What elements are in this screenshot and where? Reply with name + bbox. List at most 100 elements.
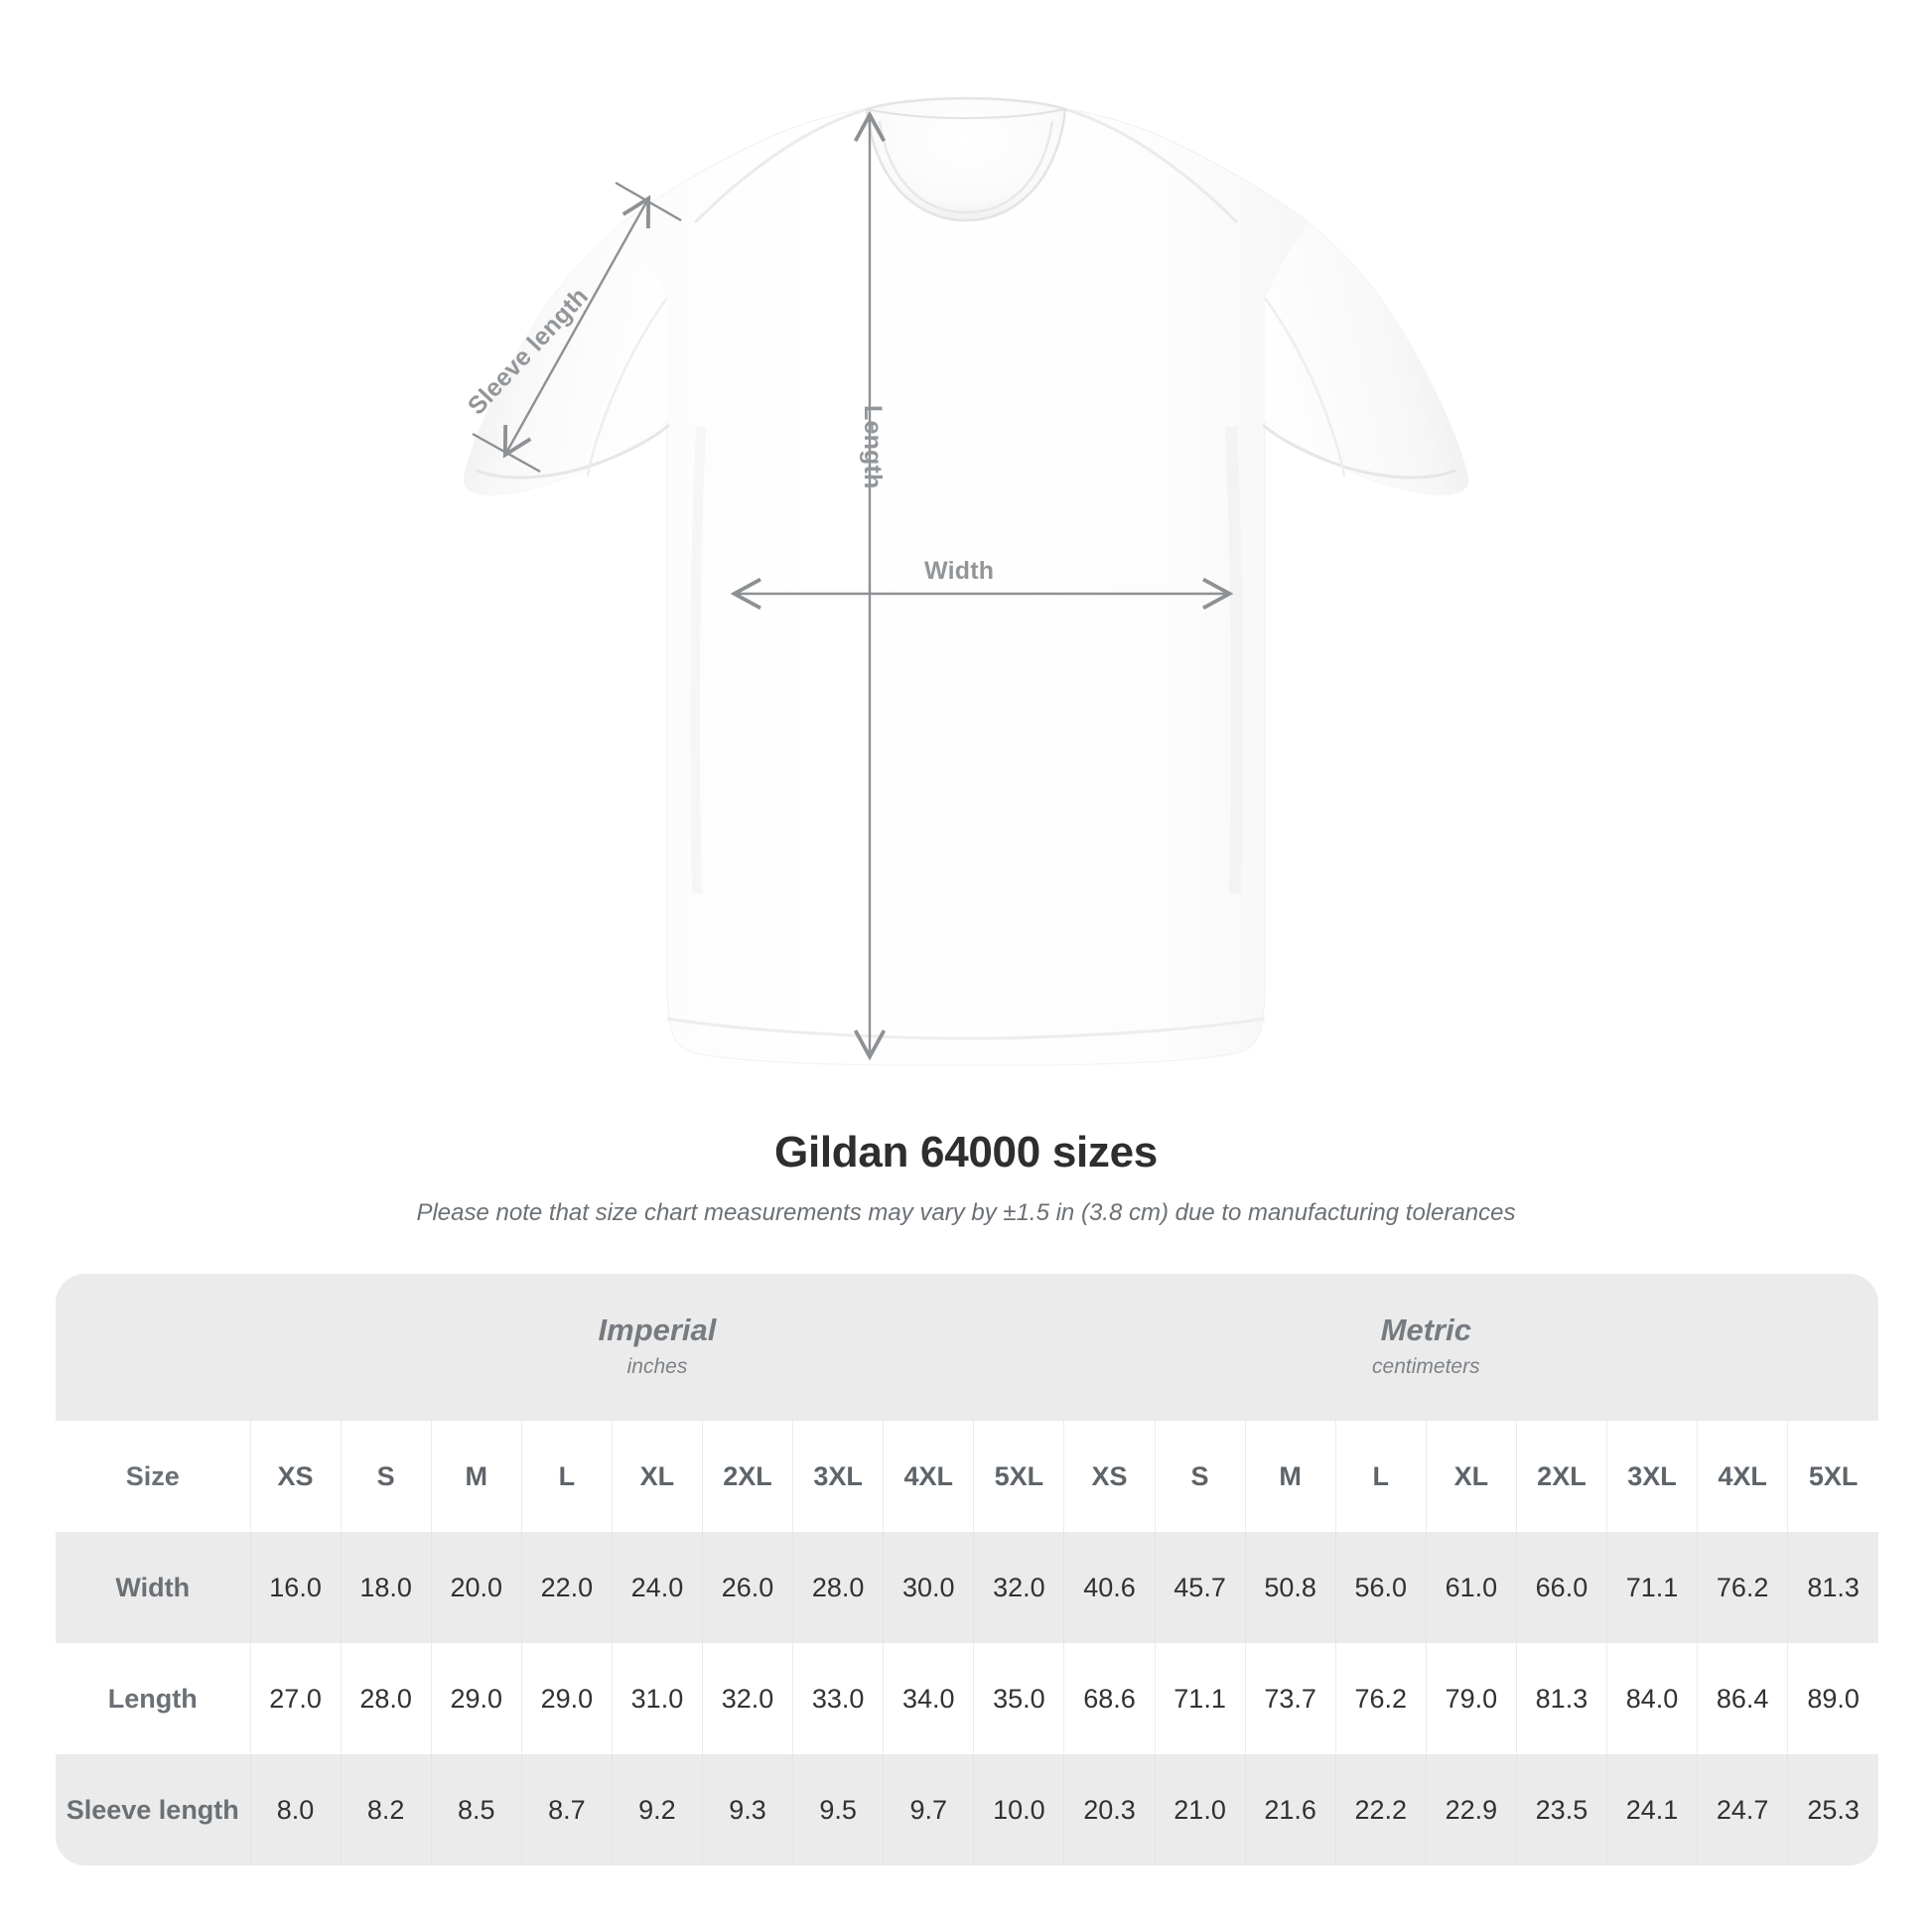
size-header-cell: 4XL: [1697, 1421, 1788, 1532]
sleeve-measure-line: [502, 195, 651, 459]
size-header-cell: 2XL: [1515, 1421, 1607, 1532]
collar: [865, 96, 1067, 222]
size-table: Imperial inches Metric centimeters Size …: [56, 1274, 1878, 1865]
cell-value: 50.8: [1244, 1532, 1336, 1643]
cell-value: 9.3: [701, 1754, 793, 1865]
cell-value: 24.0: [611, 1532, 703, 1643]
cell-value: 73.7: [1244, 1643, 1336, 1754]
cell-value: 29.0: [520, 1643, 613, 1754]
chart-heading: Gildan 64000 sizes Please note that size…: [0, 1128, 1932, 1227]
cell-value: 32.0: [973, 1532, 1064, 1643]
unit-group-imperial: Imperial inches: [250, 1274, 1064, 1421]
cell-value: 8.2: [340, 1754, 432, 1865]
size-header-cell: XL: [611, 1421, 703, 1532]
cell-value: 29.0: [430, 1643, 522, 1754]
cell-value: 31.0: [611, 1643, 703, 1754]
cell-value: 79.0: [1425, 1643, 1517, 1754]
cell-value: 22.9: [1425, 1754, 1517, 1865]
size-header-cell: XS: [1063, 1421, 1156, 1532]
size-header-cell: 4XL: [883, 1421, 974, 1532]
cell-value: 24.1: [1605, 1754, 1698, 1865]
cell-value: 27.0: [249, 1643, 342, 1754]
cell-value: 8.0: [249, 1754, 342, 1865]
tshirt-illustration: [464, 96, 1468, 1066]
size-header-cell: M: [1244, 1421, 1336, 1532]
size-row-label: Size: [56, 1421, 251, 1532]
size-header-cell: 2XL: [701, 1421, 793, 1532]
hem-seam: [666, 1017, 1266, 1040]
cell-value: 68.6: [1063, 1643, 1156, 1754]
cell-value: 40.6: [1063, 1532, 1156, 1643]
cell-value: 26.0: [701, 1532, 793, 1643]
unit-group-spacer-right: [1787, 1274, 1878, 1421]
cell-value: 21.0: [1154, 1754, 1246, 1865]
size-header-cell: 5XL: [973, 1421, 1064, 1532]
table-row: Length 27.0 28.0 29.0 29.0 31.0 32.0 33.…: [56, 1643, 1878, 1754]
imperial-name: Imperial: [598, 1312, 717, 1348]
sleeve-cap-bottom: [472, 432, 541, 474]
cell-value: 9.5: [792, 1754, 884, 1865]
cell-value: 71.1: [1154, 1643, 1246, 1754]
cell-value: 8.7: [520, 1754, 613, 1865]
cell-value: 21.6: [1244, 1754, 1336, 1865]
cell-value: 86.4: [1697, 1643, 1788, 1754]
page-title: Gildan 64000 sizes: [774, 1128, 1158, 1176]
cell-value: 9.2: [611, 1754, 703, 1865]
cell-value: 89.0: [1787, 1643, 1878, 1754]
right-shoulder-seam: [1064, 107, 1239, 224]
cell-value: 45.7: [1154, 1532, 1246, 1643]
cell-value: 71.1: [1605, 1532, 1698, 1643]
cell-value: 76.2: [1334, 1643, 1427, 1754]
size-header-cell: S: [1154, 1421, 1246, 1532]
cell-value: 76.2: [1697, 1532, 1788, 1643]
size-header-cell: S: [340, 1421, 432, 1532]
cell-value: 18.0: [340, 1532, 432, 1643]
cell-value: 81.3: [1787, 1532, 1878, 1643]
tolerance-note: Please note that size chart measurements…: [416, 1199, 1516, 1226]
cell-value: 8.5: [430, 1754, 522, 1865]
table-row: Sleeve length 8.0 8.2 8.5 8.7 9.2 9.3 9.…: [56, 1754, 1878, 1865]
cell-value: 34.0: [883, 1643, 974, 1754]
left-shoulder-seam: [693, 107, 868, 224]
size-header-cell: 5XL: [1787, 1421, 1878, 1532]
tshirt-diagram: Width Length Sleeve length: [463, 96, 1468, 1066]
unit-group-metric: Metric centimeters: [1063, 1274, 1788, 1421]
cell-value: 35.0: [973, 1643, 1064, 1754]
row-label-width: Width: [56, 1532, 251, 1643]
width-label: Width: [924, 557, 995, 585]
size-header-cell: 3XL: [1605, 1421, 1698, 1532]
cell-value: 56.0: [1334, 1532, 1427, 1643]
cell-value: 24.7: [1697, 1754, 1788, 1865]
cell-value: 20.0: [430, 1532, 522, 1643]
cell-value: 9.7: [883, 1754, 974, 1865]
table-row: Width 16.0 18.0 20.0 22.0 24.0 26.0 28.0…: [56, 1532, 1878, 1643]
cell-value: 28.0: [340, 1643, 432, 1754]
cell-value: 30.0: [883, 1532, 974, 1643]
cell-value: 25.3: [1787, 1754, 1878, 1865]
cell-value: 22.0: [520, 1532, 613, 1643]
size-header-cell: XS: [249, 1421, 342, 1532]
cell-value: 32.0: [701, 1643, 793, 1754]
row-label-sleeve-length: Sleeve length: [56, 1754, 251, 1865]
metric-sub: centimeters: [1372, 1355, 1480, 1379]
cell-value: 66.0: [1515, 1532, 1607, 1643]
size-header-cell: L: [1334, 1421, 1427, 1532]
unit-group-spacer: [56, 1274, 251, 1421]
cell-value: 33.0: [792, 1643, 884, 1754]
cell-value: 10.0: [973, 1754, 1064, 1865]
cell-value: 84.0: [1605, 1643, 1698, 1754]
metric-name: Metric: [1380, 1312, 1471, 1348]
cell-value: 28.0: [792, 1532, 884, 1643]
imperial-sub: inches: [626, 1355, 688, 1379]
cell-value: 81.3: [1515, 1643, 1607, 1754]
size-header-row: Size XS S M L XL 2XL 3XL 4XL 5XL XS S M …: [56, 1421, 1878, 1532]
size-header-cell: M: [430, 1421, 522, 1532]
size-header-cell: XL: [1425, 1421, 1517, 1532]
cell-value: 22.2: [1334, 1754, 1427, 1865]
size-header-cell: 3XL: [792, 1421, 884, 1532]
size-header-cell: L: [520, 1421, 613, 1532]
cell-value: 20.3: [1063, 1754, 1156, 1865]
right-sleeve: [1262, 222, 1468, 495]
cell-value: 16.0: [249, 1532, 342, 1643]
